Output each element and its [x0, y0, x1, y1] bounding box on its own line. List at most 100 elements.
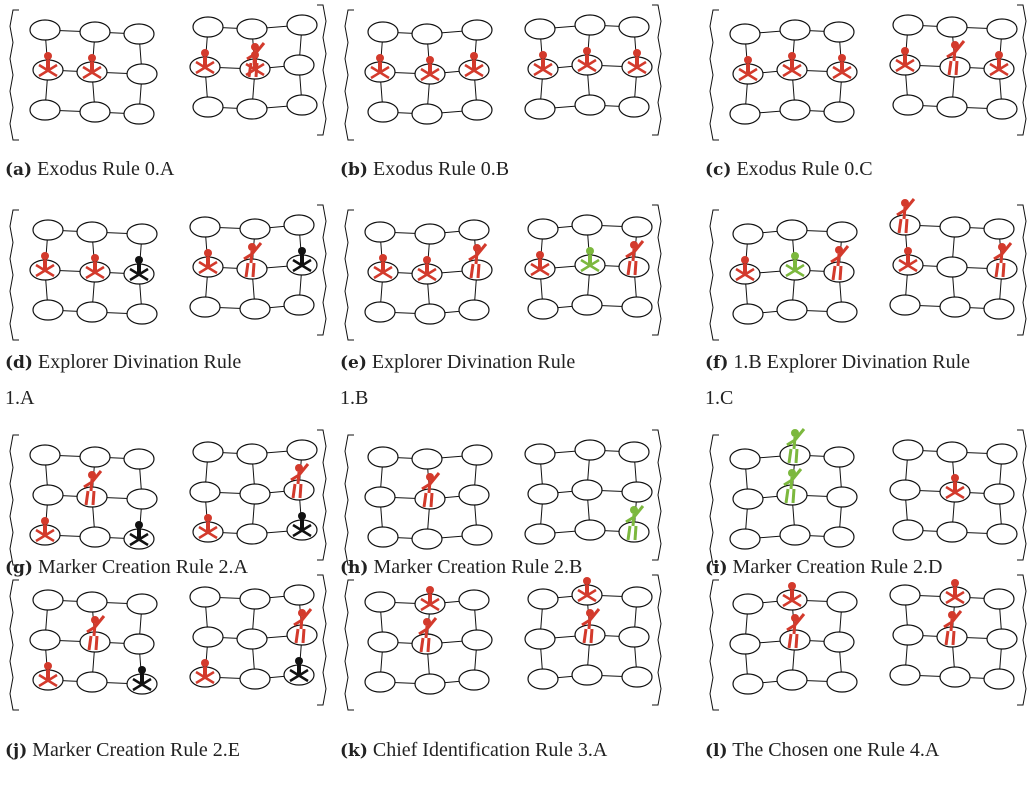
node	[528, 484, 558, 504]
figure-head	[995, 51, 1003, 59]
bracket	[1017, 430, 1026, 560]
node	[987, 524, 1017, 544]
bracket	[317, 430, 326, 560]
figure-head	[295, 657, 303, 665]
caption-text: Exodus Rule 0.A	[37, 158, 174, 180]
node	[127, 489, 157, 509]
caption-label: (i)	[705, 558, 728, 578]
node	[777, 220, 807, 240]
node	[284, 215, 314, 235]
node	[622, 297, 652, 317]
node	[893, 520, 923, 540]
bracket	[710, 210, 719, 340]
node	[730, 104, 760, 124]
caption: (d) Explorer Divination Rule 1.A	[5, 345, 273, 416]
panel-diagram	[710, 199, 1026, 340]
caption: (h) Marker Creation Rule 2.B	[340, 550, 582, 586]
node	[827, 302, 857, 322]
node	[240, 299, 270, 319]
node	[733, 304, 763, 324]
node	[824, 527, 854, 547]
node	[193, 627, 223, 647]
node	[30, 445, 60, 465]
figure-head	[744, 56, 752, 64]
figure-head	[951, 474, 959, 482]
node	[528, 219, 558, 239]
node	[284, 585, 314, 605]
node	[77, 302, 107, 322]
node	[287, 15, 317, 35]
figure-head	[536, 251, 544, 259]
caption-label: (g)	[5, 558, 33, 578]
node	[193, 17, 223, 37]
node	[893, 625, 923, 645]
node	[237, 444, 267, 464]
node	[984, 669, 1014, 689]
bracket	[710, 10, 719, 140]
node	[893, 440, 923, 460]
node	[528, 589, 558, 609]
caption: (a) Exodus Rule 0.A	[5, 152, 174, 188]
node	[193, 442, 223, 462]
figure-head	[41, 252, 49, 260]
figure-head	[91, 254, 99, 262]
bracket	[10, 580, 19, 710]
node	[33, 300, 63, 320]
figure-head	[904, 247, 912, 255]
node	[30, 630, 60, 650]
node	[365, 592, 395, 612]
node	[237, 629, 267, 649]
node	[733, 674, 763, 694]
node	[619, 627, 649, 647]
node	[984, 484, 1014, 504]
node	[190, 297, 220, 317]
node	[525, 99, 555, 119]
node	[572, 295, 602, 315]
node	[459, 300, 489, 320]
node	[287, 95, 317, 115]
node	[124, 24, 154, 44]
bracket	[652, 205, 661, 335]
caption-text: 1.B Explorer Divination Rule 1.C	[705, 351, 970, 409]
node	[575, 520, 605, 540]
node	[525, 444, 555, 464]
caption: (i) Marker Creation Rule 2.D	[705, 550, 943, 586]
node	[459, 670, 489, 690]
node	[77, 592, 107, 612]
figure-head	[426, 586, 434, 594]
node	[890, 665, 920, 685]
node	[622, 667, 652, 687]
caption-text: Exodus Rule 0.C	[736, 158, 872, 180]
node	[890, 585, 920, 605]
caption-text: Marker Creation Rule 2.D	[733, 556, 943, 578]
bracket	[652, 575, 661, 705]
bracket	[652, 430, 661, 560]
bracket	[345, 10, 354, 140]
node	[462, 445, 492, 465]
figure-head	[791, 252, 799, 260]
figure-head	[838, 54, 846, 62]
figure-head	[379, 254, 387, 262]
bracket	[710, 435, 719, 565]
node	[459, 220, 489, 240]
bracket	[10, 210, 19, 340]
node	[77, 672, 107, 692]
node	[987, 19, 1017, 39]
figure-head	[135, 256, 143, 264]
node	[525, 19, 555, 39]
node	[575, 440, 605, 460]
node	[730, 634, 760, 654]
node	[415, 674, 445, 694]
node	[368, 527, 398, 547]
node	[937, 17, 967, 37]
figure-head	[376, 54, 384, 62]
node	[619, 17, 649, 37]
node	[780, 525, 810, 545]
figure-head	[426, 56, 434, 64]
node	[987, 99, 1017, 119]
node	[80, 22, 110, 42]
node	[733, 224, 763, 244]
figure-head	[298, 512, 306, 520]
caption-label: (e)	[340, 353, 367, 373]
bracket	[345, 210, 354, 340]
